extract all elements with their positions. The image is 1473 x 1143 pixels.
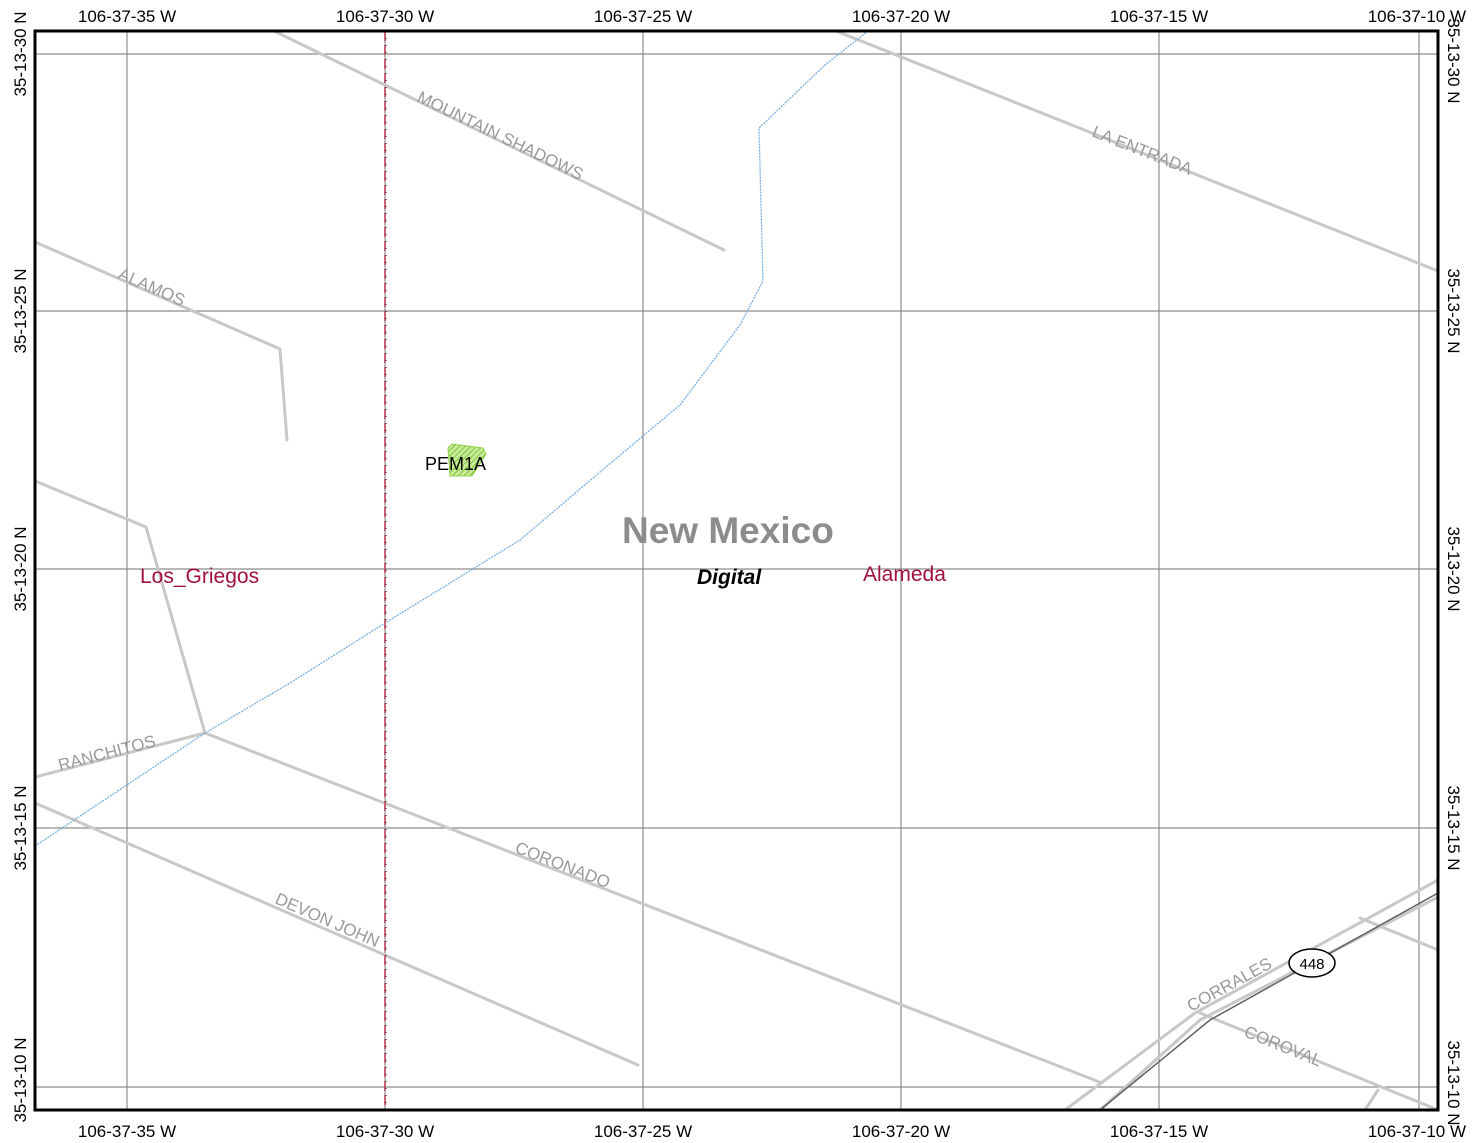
longitude-label: 106-37-35 W xyxy=(78,1122,176,1141)
longitude-label: 106-37-30 W xyxy=(336,1122,434,1141)
latitude-label: 35-13-25 N xyxy=(1444,268,1463,353)
state-label: New Mexico xyxy=(622,510,834,551)
wetland-label: PEM1A xyxy=(425,454,486,474)
latitude-label: 35-13-30 N xyxy=(11,11,30,96)
longitude-label: 106-37-15 W xyxy=(1110,1122,1208,1141)
road-coronado[interactable] xyxy=(203,731,1104,1085)
longitude-label: 106-37-20 W xyxy=(852,1122,950,1141)
roads xyxy=(35,31,1438,1110)
latitude-label: 35-13-20 N xyxy=(11,526,30,611)
state-route-shield-icon[interactable]: 448 xyxy=(1288,948,1336,978)
road-label-coronado: CORONADO xyxy=(513,838,613,892)
road-la-entrada[interactable] xyxy=(834,31,1438,273)
place-label-alameda: Alameda xyxy=(863,563,946,586)
latitude-labels-right: 35-13-30 N 35-13-25 N 35-13-20 N 35-13-1… xyxy=(1444,18,1463,1125)
longitude-label: 106-37-10 W xyxy=(1368,7,1466,26)
map-frame xyxy=(33,29,1440,1112)
latitude-label: 35-13-10 N xyxy=(11,1037,30,1122)
road-label-la-entrada: LA ENTRADA xyxy=(1090,122,1196,179)
road-ranchitos[interactable] xyxy=(35,731,207,779)
longitude-label: 106-37-30 W xyxy=(336,7,434,26)
longitude-label: 106-37-25 W xyxy=(594,1122,692,1141)
longitude-labels-bottom: 106-37-35 W 106-37-30 W 106-37-25 W 106-… xyxy=(78,1122,1466,1141)
longitude-label: 106-37-20 W xyxy=(852,7,950,26)
longitude-labels-top: 106-37-35 W 106-37-30 W 106-37-25 W 106-… xyxy=(78,7,1466,26)
longitude-label: 106-37-35 W xyxy=(78,7,176,26)
latitude-label: 35-13-15 N xyxy=(1444,785,1463,870)
road-label-alamos: ALAMOS xyxy=(115,264,188,310)
wetland-polygon-icon[interactable] xyxy=(447,443,487,477)
longitude-label: 106-37-10 W xyxy=(1368,1122,1466,1141)
road-coroval[interactable] xyxy=(1198,1011,1438,1110)
road-alamos[interactable] xyxy=(35,240,289,442)
place-label-los-griegos: Los_Griegos xyxy=(140,565,259,588)
latitude-label: 35-13-25 N xyxy=(11,268,30,353)
highway-448-line[interactable] xyxy=(1099,892,1438,1110)
latitude-labels-left: 35-13-30 N 35-13-25 N 35-13-20 N 35-13-1… xyxy=(11,11,30,1122)
road-label-devon-john: DEVON JOHN xyxy=(272,889,382,951)
road-label-ranchitos: RANCHITOS xyxy=(56,731,157,774)
road-side-ne[interactable] xyxy=(1358,916,1438,952)
source-label: Digital xyxy=(697,566,762,589)
latitude-label: 35-13-30 N xyxy=(1444,18,1463,103)
route-shield-number: 448 xyxy=(1299,956,1324,973)
longitude-label: 106-37-15 W xyxy=(1110,7,1208,26)
road-devon-john[interactable] xyxy=(35,801,640,1067)
latitude-label: 35-13-15 N xyxy=(11,785,30,870)
road-mountain-shadows[interactable] xyxy=(272,31,726,252)
latitude-label: 35-13-10 N xyxy=(1444,1040,1463,1125)
latitude-label: 35-13-20 N xyxy=(1444,526,1463,611)
road-label-coroval: COROVAL xyxy=(1242,1022,1325,1070)
road-corrales-east[interactable] xyxy=(1063,878,1438,1110)
longitude-label: 106-37-25 W xyxy=(594,7,692,26)
road-side-se[interactable] xyxy=(1363,1088,1380,1110)
stream-line[interactable] xyxy=(35,31,869,847)
road-label-mountain-shadows: MOUNTAIN SHADOWS xyxy=(414,88,586,185)
road-connector[interactable] xyxy=(35,479,207,735)
